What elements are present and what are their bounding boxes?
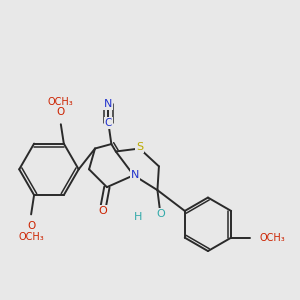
Text: O: O xyxy=(27,221,35,231)
Text: O: O xyxy=(156,209,165,219)
Text: C: C xyxy=(105,118,112,128)
Text: O: O xyxy=(98,206,107,216)
Text: OCH₃: OCH₃ xyxy=(48,97,74,107)
Text: S: S xyxy=(136,142,143,152)
Text: N: N xyxy=(131,170,139,180)
Text: OCH₃: OCH₃ xyxy=(260,233,286,243)
Text: O: O xyxy=(258,233,266,243)
Text: H: H xyxy=(134,212,142,222)
Text: O: O xyxy=(57,107,65,117)
Text: N: N xyxy=(104,99,112,109)
Text: OCH₃: OCH₃ xyxy=(18,232,44,242)
